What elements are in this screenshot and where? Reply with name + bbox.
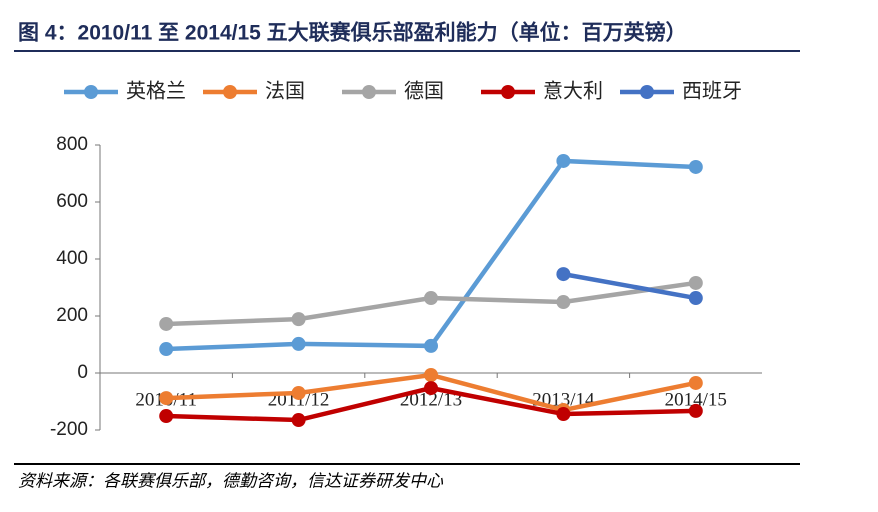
y-tick-label: -200 [50, 419, 88, 440]
legend-label: 意大利 [543, 79, 603, 102]
legend-label: 德国 [404, 79, 444, 102]
legend-marker [640, 85, 654, 99]
legend-label: 西班牙 [682, 79, 742, 102]
y-tick-label: 800 [56, 134, 88, 155]
legend-label: 英格兰 [126, 79, 186, 102]
point [688, 159, 703, 174]
point [424, 291, 438, 306]
point [291, 312, 306, 327]
point [688, 291, 703, 306]
y-tick-label: 400 [56, 248, 88, 269]
point [291, 336, 306, 351]
source: 资料来源：各联赛俱乐部，德勤咨询，信达证券研发中心 [18, 471, 444, 490]
point [556, 153, 571, 168]
point [556, 407, 571, 422]
point [159, 391, 174, 406]
chart-title: 图 4：2010/11 至 2014/15 五大联赛俱乐部盈利能力（单位：百万英… [18, 21, 687, 45]
series-line [562, 271, 697, 301]
point [424, 381, 438, 396]
y-tick-label: 600 [56, 191, 88, 212]
point [159, 342, 174, 357]
y-tick-label: 200 [56, 305, 88, 326]
x-tick-label: 2014/15 [665, 389, 727, 410]
legend-label: 法国 [265, 79, 305, 102]
point [688, 275, 703, 290]
point [688, 403, 703, 418]
point [556, 295, 571, 310]
legend-marker [362, 85, 376, 99]
point [424, 338, 438, 353]
x-tick-label: 2012/13 [400, 389, 462, 410]
legend-marker [84, 85, 98, 99]
point [688, 375, 703, 390]
point [159, 316, 174, 331]
legend-marker [501, 85, 515, 99]
legend-marker [223, 85, 237, 99]
point [159, 409, 174, 424]
y-tick-label: 0 [77, 362, 88, 383]
point [556, 267, 571, 282]
point [424, 367, 438, 382]
point [291, 385, 306, 400]
point [291, 413, 306, 428]
